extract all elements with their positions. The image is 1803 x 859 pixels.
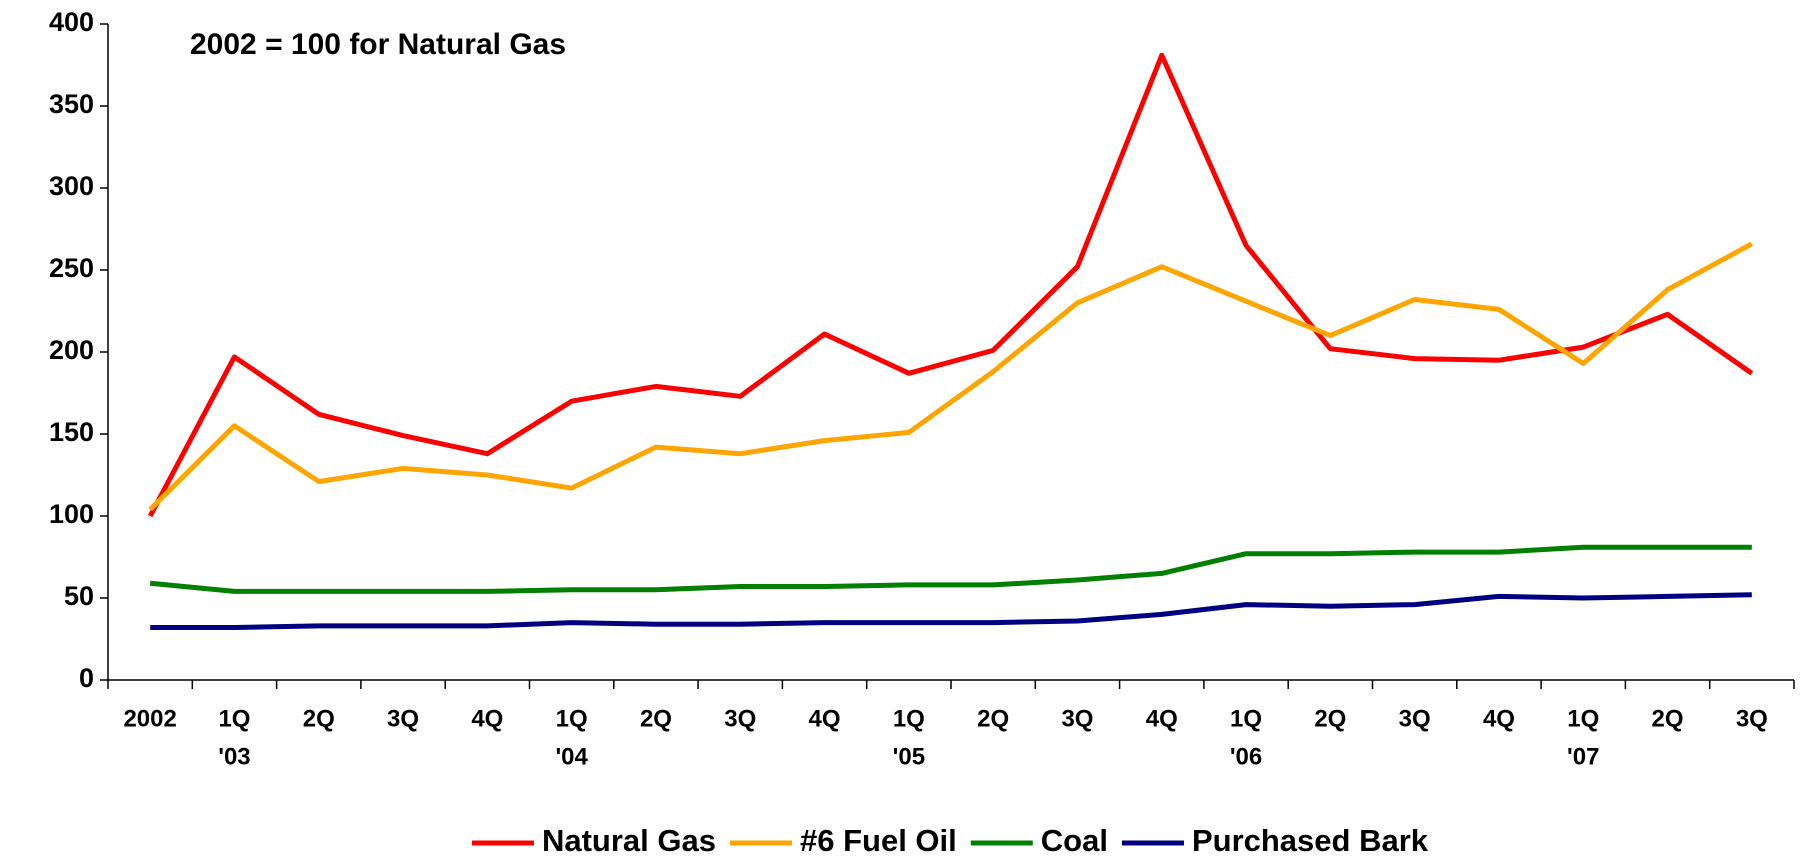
x-tick-label: 2Q <box>977 705 1009 732</box>
series-line <box>148 241 1753 512</box>
annotation: 2002 = 100 for Natural Gas <box>190 28 566 61</box>
y-tick-label: 0 <box>79 663 94 693</box>
x-tick-label: 1Q <box>556 705 588 732</box>
series-line <box>150 592 1752 630</box>
x-tick-label: 3Q <box>1736 705 1768 732</box>
legend-label: Natural Gas <box>542 823 716 858</box>
x-tick-label: 2002 <box>123 705 176 732</box>
y-tick-label: 300 <box>49 171 94 201</box>
x-tick-label: 2Q <box>1652 705 1684 732</box>
y-tick-label: 350 <box>49 89 94 119</box>
x-tick-label: 3Q <box>387 705 419 732</box>
x-tick-label: 4Q <box>471 705 503 732</box>
x-tick-label: 2Q <box>640 705 672 732</box>
legend-label: Purchased Bark <box>1192 823 1429 858</box>
x-sublabel: '05 <box>893 743 925 770</box>
series-line <box>147 52 1754 518</box>
legend-label: #6 Fuel Oil <box>800 823 957 858</box>
x-tick-label: 2Q <box>1314 705 1346 732</box>
y-tick-label: 100 <box>49 499 94 529</box>
x-tick-label: 3Q <box>1399 705 1431 732</box>
y-tick-label: 50 <box>64 581 94 611</box>
x-tick-label: 2Q <box>303 705 335 732</box>
x-sublabel: '06 <box>1230 743 1262 770</box>
x-sublabel: '07 <box>1567 743 1599 770</box>
x-tick-label: 1Q <box>1567 705 1599 732</box>
y-tick-label: 400 <box>49 7 94 37</box>
y-tick-label: 150 <box>49 417 94 447</box>
x-tick-label: 3Q <box>724 705 756 732</box>
legend-label: Coal <box>1041 823 1108 858</box>
x-sublabel: '04 <box>555 743 588 770</box>
y-tick-label: 250 <box>49 253 94 283</box>
x-tick-label: 3Q <box>1061 705 1093 732</box>
x-tick-label: 4Q <box>1483 705 1515 732</box>
y-tick-label: 200 <box>49 335 94 365</box>
series-line <box>149 544 1752 594</box>
x-tick-label: 4Q <box>1146 705 1178 732</box>
x-tick-label: 1Q <box>1230 705 1262 732</box>
x-tick-label: 1Q <box>218 705 250 732</box>
x-tick-label: 1Q <box>893 705 925 732</box>
x-tick-label: 4Q <box>809 705 841 732</box>
x-sublabel: '03 <box>218 743 250 770</box>
